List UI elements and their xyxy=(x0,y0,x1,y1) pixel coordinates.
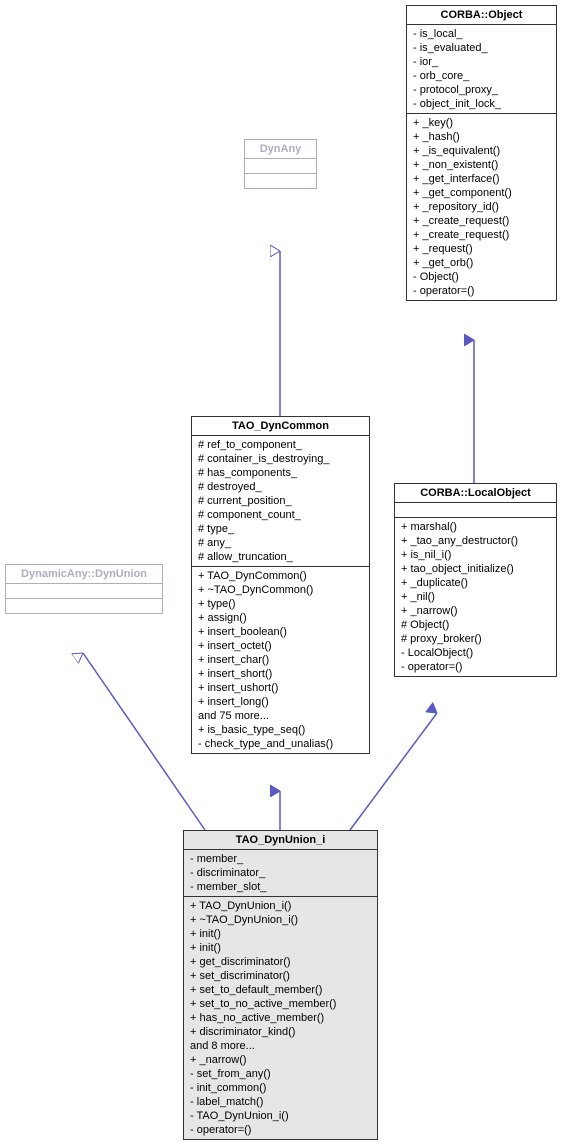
class-title: TAO_DynCommon xyxy=(192,417,369,436)
attr-row: # container_is_destroying_ xyxy=(198,452,363,466)
attr-row: - discriminator_ xyxy=(190,866,371,880)
op-row: + TAO_DynUnion_i() xyxy=(190,899,371,913)
op-row: + _get_component() xyxy=(413,186,550,200)
op-row: - init_common() xyxy=(190,1081,371,1095)
op-row: - operator=() xyxy=(190,1123,371,1137)
op-row: + _hash() xyxy=(413,130,550,144)
attributes: - is_local_- is_evaluated_- ior_- orb_co… xyxy=(407,25,556,114)
attr-row: # allow_truncation_ xyxy=(198,550,363,564)
op-row: + _request() xyxy=(413,242,550,256)
class-dynunion[interactable]: DynamicAny::DynUnion xyxy=(5,564,163,614)
op-row: + init() xyxy=(190,927,371,941)
op-row: + _tao_any_destructor() xyxy=(401,534,550,548)
attr-row: - orb_core_ xyxy=(413,69,550,83)
op-row: - operator=() xyxy=(413,284,550,298)
attr-row: - is_evaluated_ xyxy=(413,41,550,55)
op-row: - Object() xyxy=(413,270,550,284)
op-row: + is_basic_type_seq() xyxy=(198,723,363,737)
op-row: - TAO_DynUnion_i() xyxy=(190,1109,371,1123)
op-row: + insert_boolean() xyxy=(198,625,363,639)
op-row: + _nil() xyxy=(401,590,550,604)
op-row: + set_to_default_member() xyxy=(190,983,371,997)
class-title: CORBA::Object xyxy=(407,6,556,25)
op-row: + init() xyxy=(190,941,371,955)
op-row: # Object() xyxy=(401,618,550,632)
operations: + TAO_DynCommon()+ ~TAO_DynCommon()+ typ… xyxy=(192,567,369,753)
attr-row: - member_slot_ xyxy=(190,880,371,894)
attributes: - member_- discriminator_- member_slot_ xyxy=(184,850,377,897)
op-row: + set_discriminator() xyxy=(190,969,371,983)
op-row: + insert_char() xyxy=(198,653,363,667)
op-row: + _is_equivalent() xyxy=(413,144,550,158)
attributes: # ref_to_component_# container_is_destro… xyxy=(192,436,369,567)
attr-row: - protocol_proxy_ xyxy=(413,83,550,97)
class-corba-object[interactable]: CORBA::Object - is_local_- is_evaluated_… xyxy=(406,5,557,301)
op-row: + ~TAO_DynUnion_i() xyxy=(190,913,371,927)
attr-row: - ior_ xyxy=(413,55,550,69)
op-row: + _get_interface() xyxy=(413,172,550,186)
op-row: + set_to_no_active_member() xyxy=(190,997,371,1011)
op-row: + TAO_DynCommon() xyxy=(198,569,363,583)
attr-row: # any_ xyxy=(198,536,363,550)
op-row: and 8 more... xyxy=(190,1039,371,1053)
op-row: - check_type_and_unalias() xyxy=(198,737,363,751)
op-row: + _narrow() xyxy=(190,1053,371,1067)
class-dynany[interactable]: DynAny xyxy=(244,139,317,189)
attr-row: # has_components_ xyxy=(198,466,363,480)
attr-row: # ref_to_component_ xyxy=(198,438,363,452)
op-row: + _non_existent() xyxy=(413,158,550,172)
attr-row: - object_init_lock_ xyxy=(413,97,550,111)
op-row: + _key() xyxy=(413,116,550,130)
class-title: DynamicAny::DynUnion xyxy=(6,565,162,584)
attr-row: - is_local_ xyxy=(413,27,550,41)
class-title: CORBA::LocalObject xyxy=(395,484,556,503)
operations: + _key()+ _hash()+ _is_equivalent()+ _no… xyxy=(407,114,556,300)
attr-row: # current_position_ xyxy=(198,494,363,508)
op-row: + marshal() xyxy=(401,520,550,534)
op-row: + insert_long() xyxy=(198,695,363,709)
class-tao-dyncommon[interactable]: TAO_DynCommon # ref_to_component_# conta… xyxy=(191,416,370,754)
op-row: + _get_orb() xyxy=(413,256,550,270)
op-row: + _create_request() xyxy=(413,228,550,242)
class-title: TAO_DynUnion_i xyxy=(184,831,377,850)
op-row: # proxy_broker() xyxy=(401,632,550,646)
operations: + marshal()+ _tao_any_destructor()+ is_n… xyxy=(395,518,556,676)
op-row: + tao_object_initialize() xyxy=(401,562,550,576)
op-row: + is_nil_i() xyxy=(401,548,550,562)
op-row: - operator=() xyxy=(401,660,550,674)
op-row: - label_match() xyxy=(190,1095,371,1109)
op-row: - LocalObject() xyxy=(401,646,550,660)
op-row: + get_discriminator() xyxy=(190,955,371,969)
op-row: + insert_octet() xyxy=(198,639,363,653)
op-row: and 75 more... xyxy=(198,709,363,723)
class-tao-dynunion-i[interactable]: TAO_DynUnion_i - member_- discriminator_… xyxy=(183,830,378,1140)
op-row: + _duplicate() xyxy=(401,576,550,590)
op-row: + insert_short() xyxy=(198,667,363,681)
op-row: + _create_request() xyxy=(413,214,550,228)
op-row: + discriminator_kind() xyxy=(190,1025,371,1039)
class-corba-localobject[interactable]: CORBA::LocalObject + marshal()+ _tao_any… xyxy=(394,483,557,677)
op-row: + _narrow() xyxy=(401,604,550,618)
op-row: + insert_ushort() xyxy=(198,681,363,695)
op-row: + has_no_active_member() xyxy=(190,1011,371,1025)
operations: + TAO_DynUnion_i()+ ~TAO_DynUnion_i()+ i… xyxy=(184,897,377,1139)
op-row: + _repository_id() xyxy=(413,200,550,214)
uml-class-diagram: CORBA::Object - is_local_- is_evaluated_… xyxy=(0,0,563,1147)
op-row: - set_from_any() xyxy=(190,1067,371,1081)
attr-row: # component_count_ xyxy=(198,508,363,522)
class-title: DynAny xyxy=(245,140,316,159)
op-row: + ~TAO_DynCommon() xyxy=(198,583,363,597)
op-row: + type() xyxy=(198,597,363,611)
op-row: + assign() xyxy=(198,611,363,625)
attr-row: # destroyed_ xyxy=(198,480,363,494)
attr-row: - member_ xyxy=(190,852,371,866)
attr-row: # type_ xyxy=(198,522,363,536)
